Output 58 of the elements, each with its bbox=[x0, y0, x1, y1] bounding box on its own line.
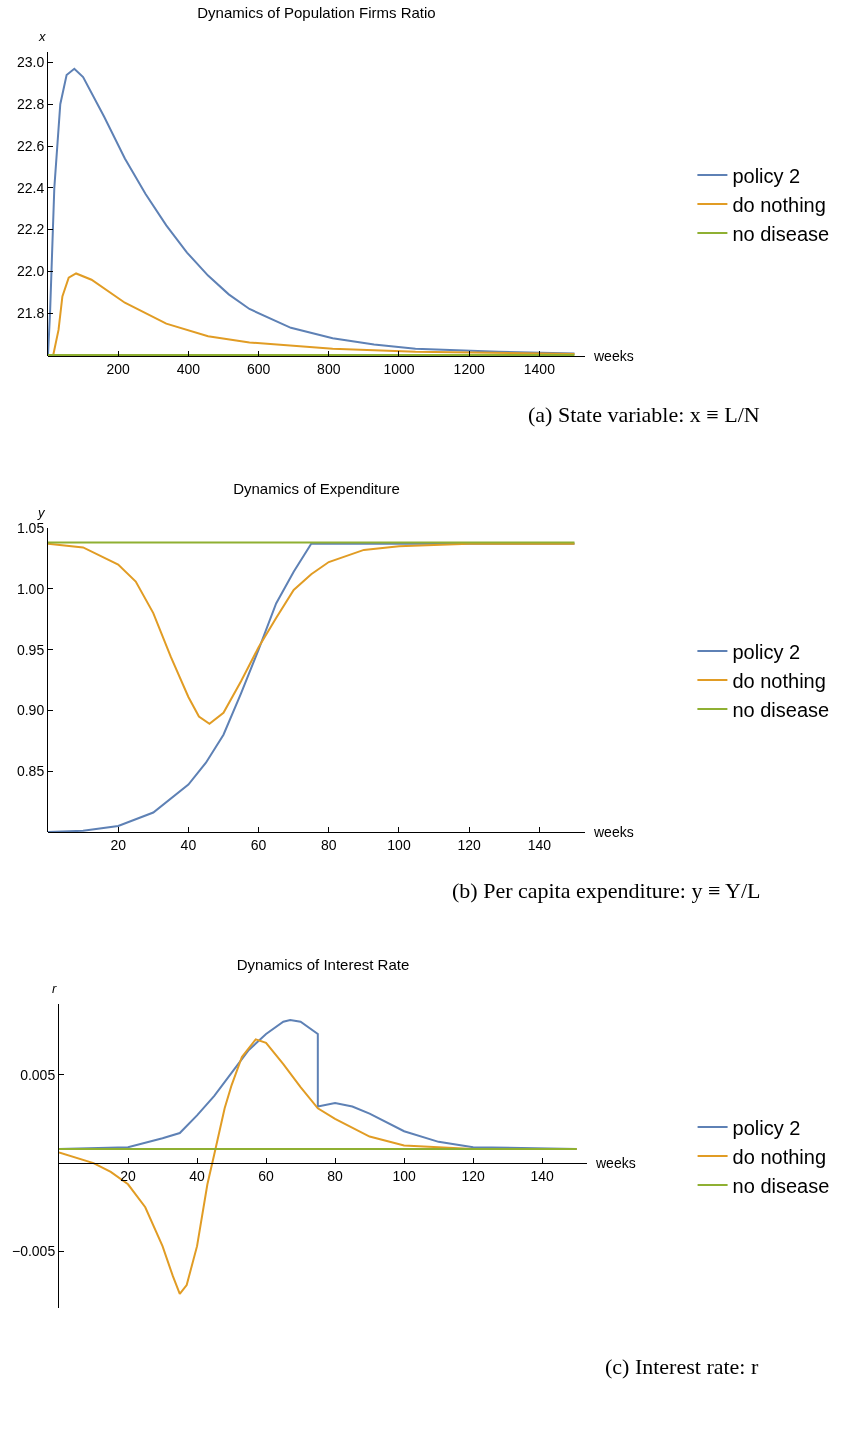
legend-label: do nothing bbox=[732, 669, 826, 692]
x-tick-label: 60 bbox=[250, 836, 267, 853]
y-tick-label: 0.85 bbox=[16, 763, 45, 780]
x-tick-label: 1400 bbox=[523, 360, 556, 377]
x-axis-title: weeks bbox=[593, 348, 634, 364]
y-tick-label: 1.05 bbox=[16, 519, 45, 536]
x-tick-label: 60 bbox=[258, 1167, 275, 1184]
y-tick-label: 22.6 bbox=[16, 137, 45, 154]
text: (b) Per capita expenditure: y ≡ Y/L bbox=[452, 878, 761, 903]
legend-label: do nothing bbox=[732, 1145, 827, 1168]
x-tick-label: 140 bbox=[530, 1167, 555, 1184]
y-axis-title: x bbox=[38, 29, 46, 44]
x-tick-label: 40 bbox=[180, 836, 197, 853]
legend-label: no disease bbox=[732, 698, 830, 721]
y-tick-label: −0.005 bbox=[11, 1243, 56, 1260]
line-series bbox=[48, 542, 576, 725]
x-tick-label: 40 bbox=[189, 1167, 206, 1184]
y-tick-label: 21.8 bbox=[16, 305, 45, 322]
x-tick-label: 120 bbox=[457, 836, 482, 853]
x-tick-label: 80 bbox=[327, 1167, 344, 1184]
x-tick-label: 140 bbox=[527, 836, 552, 853]
x-tick-label: 600 bbox=[246, 360, 271, 377]
legend-label: policy 2 bbox=[732, 164, 801, 187]
x-tick-label: 100 bbox=[387, 836, 411, 853]
y-tick-label: 22.4 bbox=[16, 179, 45, 196]
y-tick-label: 22.0 bbox=[16, 263, 45, 280]
y-tick-label: 0.95 bbox=[16, 641, 45, 658]
y-tick-label: 22.8 bbox=[16, 96, 45, 113]
legend-label: policy 2 bbox=[732, 640, 801, 663]
x-tick-label: 1000 bbox=[383, 360, 415, 377]
legend-label: no disease bbox=[732, 222, 830, 245]
x-tick-label: 20 bbox=[120, 1167, 137, 1184]
x-tick-label: 80 bbox=[320, 836, 337, 853]
x-tick-label: 400 bbox=[176, 360, 201, 377]
x-tick-label: 20 bbox=[110, 836, 127, 853]
legend-label: do nothing bbox=[732, 193, 826, 216]
text: (c) Interest rate: r bbox=[605, 1354, 759, 1379]
y-tick-label: 22.2 bbox=[16, 221, 45, 238]
y-tick-label: 0.005 bbox=[20, 1066, 56, 1083]
x-axis-title: weeks bbox=[595, 1155, 636, 1171]
chart-title: Dynamics of Expenditure bbox=[233, 479, 400, 497]
y-tick-label: 0.90 bbox=[16, 702, 45, 719]
x-tick-label: 1200 bbox=[453, 360, 485, 377]
x-tick-label: 100 bbox=[392, 1167, 416, 1184]
line-series bbox=[48, 67, 576, 356]
x-tick-label: 800 bbox=[317, 360, 341, 377]
legend-label: no disease bbox=[732, 1174, 830, 1197]
y-tick-label: 1.00 bbox=[16, 580, 45, 597]
y-axis-title: y bbox=[37, 505, 46, 520]
x-tick-label: 200 bbox=[106, 360, 131, 377]
x-tick-label: 120 bbox=[461, 1167, 486, 1184]
chart-title: Dynamics of Interest Rate bbox=[236, 955, 410, 973]
y-tick-label: 23.0 bbox=[16, 54, 45, 71]
x-axis-title: weeks bbox=[593, 824, 634, 840]
y-axis-title: r bbox=[52, 981, 57, 996]
legend-label: policy 2 bbox=[732, 1116, 801, 1139]
chart-title: Dynamics of Population Firms Ratio bbox=[197, 3, 436, 21]
text: (a) State variable: x ≡ L/N bbox=[528, 402, 760, 427]
